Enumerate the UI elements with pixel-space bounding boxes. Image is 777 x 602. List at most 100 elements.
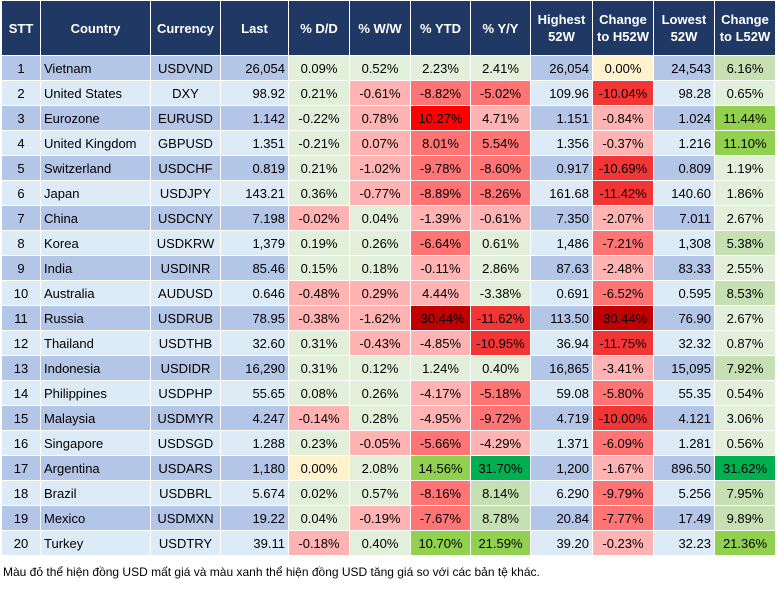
cell-lowest-52w: 5.256	[653, 480, 715, 506]
cell-pct-ytd: -8.82%	[410, 80, 471, 106]
cell-highest-52w: 161.68	[530, 180, 593, 206]
cell-currency: USDBRL	[150, 480, 221, 506]
cell-country: Argentina	[40, 455, 151, 481]
cell-country: Mexico	[40, 505, 151, 531]
column-header: % W/W	[349, 0, 411, 56]
cell-currency: USDRUB	[150, 305, 221, 331]
cell-pct-dd: 0.19%	[288, 230, 350, 256]
cell-pct-yy: 0.40%	[470, 355, 531, 381]
table-row: 17 Argentina USDARS 1,180 0.00% 2.08% 14.56% 31…	[1, 455, 776, 481]
cell-currency: USDMYR	[150, 405, 221, 431]
cell-change-to-l52w: 8.53%	[714, 280, 776, 306]
cell-last: 1,180	[220, 455, 289, 481]
cell-pct-yy: 21.59%	[470, 530, 531, 556]
cell-change-to-l52w: 1.19%	[714, 155, 776, 181]
cell-pct-yy: -9.72%	[470, 405, 531, 431]
table-row: 13 Indonesia USDIDR 16,290 0.31% 0.12% 1.24% 0.…	[1, 355, 776, 381]
cell-currency: USDPHP	[150, 380, 221, 406]
cell-stt: 20	[1, 530, 41, 556]
cell-currency: USDIDR	[150, 355, 221, 381]
table-row: 11 Russia USDRUB 78.95 -0.38% -1.62% -30.44% -1…	[1, 305, 776, 331]
cell-country: India	[40, 255, 151, 281]
table-row: 20 Turkey USDTRY 39.11 -0.18% 0.40% 10.70% 21.5…	[1, 530, 776, 556]
cell-last: 19.22	[220, 505, 289, 531]
cell-pct-ytd: -4.95%	[410, 405, 471, 431]
cell-last: 143.21	[220, 180, 289, 206]
cell-pct-ytd: 2.23%	[410, 55, 471, 81]
cell-lowest-52w: 0.595	[653, 280, 715, 306]
table-row: 2 United States DXY 98.92 0.21% -0.61% -8.82% -…	[1, 80, 776, 106]
cell-pct-dd: 0.00%	[288, 455, 350, 481]
cell-pct-yy: -8.60%	[470, 155, 531, 181]
table-row: 7 China USDCNY 7.198 -0.02% 0.04% -1.39% -0.61%…	[1, 205, 776, 231]
cell-stt: 5	[1, 155, 41, 181]
cell-pct-ww: -0.61%	[349, 80, 411, 106]
cell-currency: USDMXN	[150, 505, 221, 531]
cell-pct-ww: 0.78%	[349, 105, 411, 131]
cell-pct-yy: 5.54%	[470, 130, 531, 156]
cell-currency: USDVND	[150, 55, 221, 81]
cell-lowest-52w: 76.90	[653, 305, 715, 331]
cell-change-to-l52w: 9.89%	[714, 505, 776, 531]
header-row: STT Country Currency Last% D/D% W/W% YTD% Y…	[1, 0, 776, 56]
cell-country: Australia	[40, 280, 151, 306]
cell-highest-52w: 1.151	[530, 105, 593, 131]
cell-lowest-52w: 1.024	[653, 105, 715, 131]
table-row: 18 Brazil USDBRL 5.674 0.02% 0.57% -8.16% 8.14%…	[1, 480, 776, 506]
cell-pct-ww: 0.52%	[349, 55, 411, 81]
cell-country: Indonesia	[40, 355, 151, 381]
cell-pct-ww: 0.29%	[349, 280, 411, 306]
cell-pct-yy: 4.71%	[470, 105, 531, 131]
cell-currency: USDJPY	[150, 180, 221, 206]
cell-pct-ww: 0.12%	[349, 355, 411, 381]
cell-stt: 18	[1, 480, 41, 506]
cell-currency: EURUSD	[150, 105, 221, 131]
cell-pct-ww: 0.26%	[349, 230, 411, 256]
cell-pct-ytd: -4.17%	[410, 380, 471, 406]
cell-lowest-52w: 98.28	[653, 80, 715, 106]
table-row: 4 United Kingdom GBPUSD 1.351 -0.21% 0.07% 8.0…	[1, 130, 776, 156]
cell-last: 16,290	[220, 355, 289, 381]
cell-pct-dd: 0.08%	[288, 380, 350, 406]
cell-change-to-h52w: -10.00%	[592, 405, 654, 431]
cell-highest-52w: 1.371	[530, 430, 593, 456]
cell-currency: GBPUSD	[150, 130, 221, 156]
cell-lowest-52w: 1,308	[653, 230, 715, 256]
cell-last: 0.819	[220, 155, 289, 181]
cell-pct-dd: 0.04%	[288, 505, 350, 531]
cell-currency: USDINR	[150, 255, 221, 281]
table-row: 14 Philippines USDPHP 55.65 0.08% 0.26% -4.17%…	[1, 380, 776, 406]
cell-change-to-h52w: -6.09%	[592, 430, 654, 456]
table-row: 1 Vietnam USDVND 26,054 0.09% 0.52% 2.23% 2.41%…	[1, 55, 776, 81]
cell-pct-ytd: -1.39%	[410, 205, 471, 231]
table-row: 8 Korea USDKRW 1,379 0.19% 0.26% -6.64% 0.61% 1,…	[1, 230, 776, 256]
cell-change-to-l52w: 2.55%	[714, 255, 776, 281]
cell-highest-52w: 16,865	[530, 355, 593, 381]
cell-pct-ww: -1.62%	[349, 305, 411, 331]
cell-change-to-h52w: -3.41%	[592, 355, 654, 381]
cell-country: Brazil	[40, 480, 151, 506]
column-header: Change to H52W	[592, 0, 654, 56]
cell-pct-yy: 8.14%	[470, 480, 531, 506]
cell-currency: USDTRY	[150, 530, 221, 556]
cell-pct-ww: -0.43%	[349, 330, 411, 356]
cell-last: 1.142	[220, 105, 289, 131]
cell-highest-52w: 1,486	[530, 230, 593, 256]
cell-pct-dd: 0.09%	[288, 55, 350, 81]
cell-pct-dd: 0.15%	[288, 255, 350, 281]
column-header: % D/D	[288, 0, 350, 56]
cell-change-to-h52w: -30.44%	[592, 305, 654, 331]
cell-currency: USDSGD	[150, 430, 221, 456]
cell-highest-52w: 4.719	[530, 405, 593, 431]
cell-pct-ytd: -30.44%	[410, 305, 471, 331]
cell-last: 98.92	[220, 80, 289, 106]
cell-last: 85.46	[220, 255, 289, 281]
cell-pct-ww: 0.26%	[349, 380, 411, 406]
table-body: 1 Vietnam USDVND 26,054 0.09% 0.52% 2.23% 2.41%…	[1, 55, 776, 556]
cell-highest-52w: 0.691	[530, 280, 593, 306]
cell-pct-yy: -10.95%	[470, 330, 531, 356]
cell-pct-ytd: -7.67%	[410, 505, 471, 531]
table-row: 10 Australia AUDUSD 0.646 -0.48% 0.29% 4.44% -3…	[1, 280, 776, 306]
cell-pct-dd: 0.31%	[288, 355, 350, 381]
cell-last: 39.11	[220, 530, 289, 556]
